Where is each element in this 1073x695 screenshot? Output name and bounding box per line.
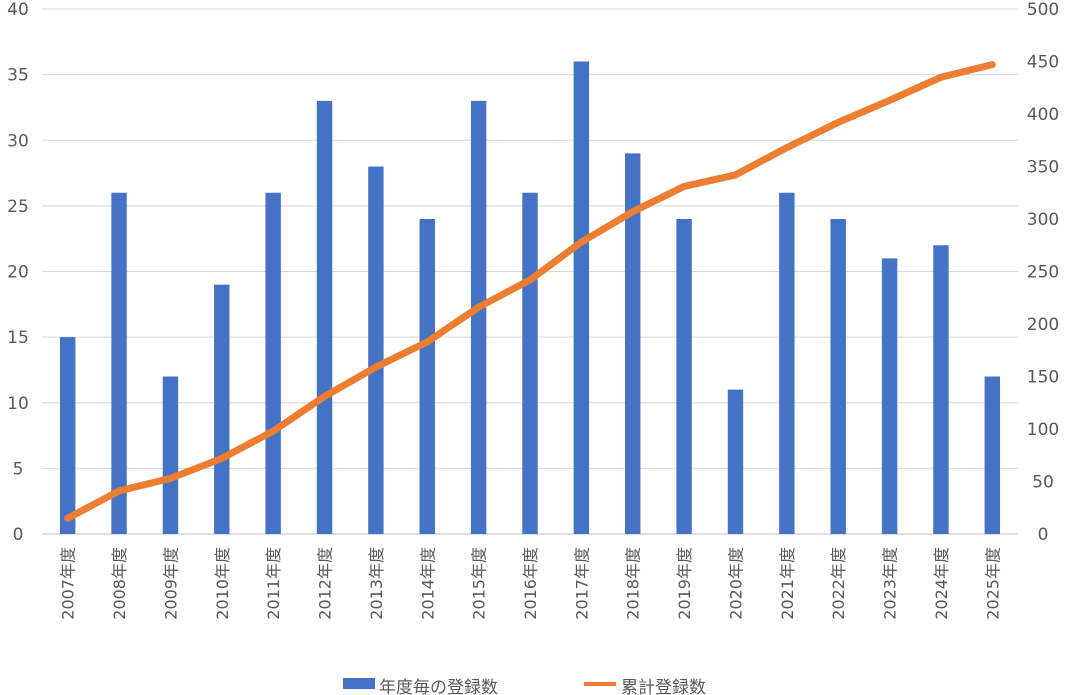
y-left-tick-label: 15 [7,328,29,348]
bar [111,192,127,534]
x-tick-label: 2011年度 [264,547,283,620]
y-right-tick-label: 400 [1027,105,1059,125]
y-left-tick-label: 20 [7,263,29,283]
x-tick-label: 2007年度 [59,547,78,620]
y-right-tick-label: 500 [1027,0,1059,20]
x-tick-label: 2020年度 [726,547,745,620]
bar [984,376,1001,534]
x-tick-label: 2019年度 [675,547,694,620]
x-tick-label: 2017年度 [572,547,591,620]
y-right-tick-label: 0 [1038,525,1049,545]
bar [162,376,179,534]
x-tick-label: 2014年度 [418,547,437,620]
x-tick-label: 2015年度 [470,547,489,620]
left-y-axis: 0 5 10 15 20 25 30 35 40 [7,0,29,545]
line-series [64,61,996,522]
x-tick-label: 2012年度 [316,547,335,620]
x-axis: 2007年度 2008年度 2009年度 2010年度 2011年度 2012年度 2013… [59,547,1003,620]
y-right-tick-label: 100 [1027,420,1059,440]
bar [522,192,538,534]
y-left-tick-label: 35 [7,66,29,86]
bar [368,166,384,534]
x-tick-label: 2016年度 [521,547,540,620]
x-tick-label: 2009年度 [161,547,180,620]
bar [470,100,487,534]
bar [214,284,230,534]
bar [933,245,949,534]
legend-label-bar: 年度毎の登録数 [379,678,498,695]
y-right-tick-label: 350 [1027,158,1059,178]
x-tick-label: 2025年度 [983,547,1002,620]
x-tick-label: 2021年度 [778,547,797,620]
x-tick-label: 2024年度 [932,547,951,620]
legend: 年度毎の登録数 累計登録数 [343,678,706,695]
bar [830,219,846,534]
legend-label-line: 累計登録数 [621,678,706,695]
x-tick-label: 2018年度 [624,547,643,620]
bar [727,389,744,534]
bar [316,100,333,534]
legend-swatch-bar [343,678,375,689]
bar [625,153,641,534]
x-tick-label: 2013年度 [367,547,386,620]
y-right-tick-label: 300 [1027,210,1059,230]
y-right-tick-label: 450 [1027,53,1059,73]
bar [676,219,692,534]
y-right-tick-label: 150 [1027,368,1059,388]
y-left-tick-label: 25 [7,197,29,217]
y-right-tick-label: 200 [1027,315,1059,335]
x-tick-label: 2022年度 [829,547,848,620]
y-left-tick-label: 10 [7,394,29,414]
bar [419,219,435,534]
bar [59,337,76,534]
y-left-tick-label: 0 [13,525,24,545]
y-left-tick-label: 5 [13,459,24,479]
bar [881,258,898,534]
bar [265,192,281,534]
x-tick-label: 2023年度 [881,547,900,620]
cumulative-line [64,61,996,522]
y-left-tick-label: 30 [7,131,29,151]
x-tick-label: 2008年度 [110,547,129,620]
right-y-axis: 0 50 100 150 200 250 300 350 400 450 500 [1027,0,1059,545]
bar [779,192,795,534]
y-left-tick-label: 40 [7,0,29,20]
y-right-tick-label: 50 [1032,473,1054,493]
y-right-tick-label: 250 [1027,263,1059,283]
x-tick-label: 2010年度 [213,547,232,620]
bar [573,61,590,534]
